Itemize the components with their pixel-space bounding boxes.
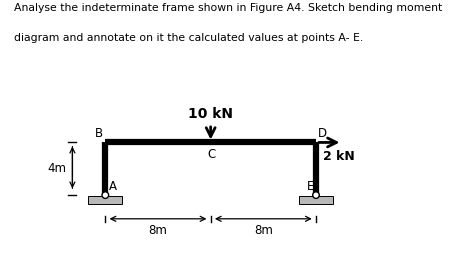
Text: 2 kN: 2 kN <box>323 150 355 163</box>
Text: E: E <box>307 180 314 193</box>
Text: C: C <box>208 148 216 161</box>
Bar <box>299 196 333 204</box>
Circle shape <box>102 192 109 198</box>
Text: 8m: 8m <box>254 224 273 237</box>
Text: 10 kN: 10 kN <box>188 107 233 121</box>
Text: Analyse the indeterminate frame shown in Figure A4. Sketch bending moment: Analyse the indeterminate frame shown in… <box>14 3 442 13</box>
Bar <box>88 196 122 204</box>
Text: 4m: 4m <box>47 162 66 175</box>
Circle shape <box>313 192 319 198</box>
Text: diagram and annotate on it the calculated values at points A- E.: diagram and annotate on it the calculate… <box>14 33 364 43</box>
Text: D: D <box>318 127 327 141</box>
Text: B: B <box>95 127 103 141</box>
Text: 8m: 8m <box>148 224 167 237</box>
Text: A: A <box>109 180 117 193</box>
